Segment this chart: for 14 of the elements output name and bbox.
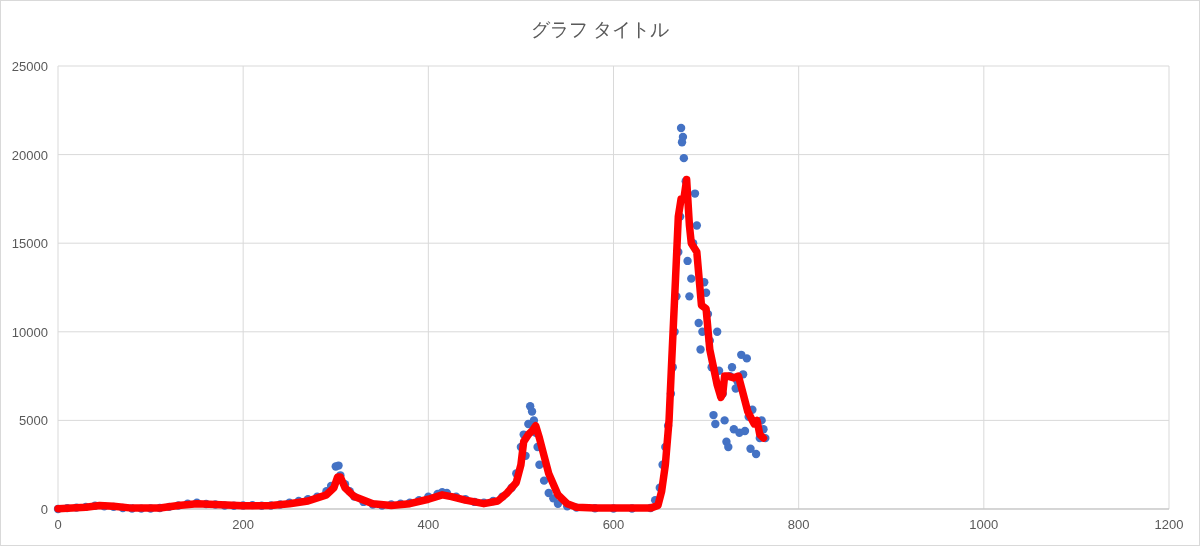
y-tick-label: 25000 — [11, 59, 48, 74]
x-tick-label: 400 — [417, 517, 440, 532]
y-tick-label: 0 — [40, 502, 48, 517]
y-tick-label: 20000 — [11, 147, 48, 163]
x-tick-label: 1200 — [1154, 517, 1184, 532]
x-tick-label: 200 — [232, 517, 255, 532]
x-tick-label: 1000 — [969, 517, 999, 532]
x-tick-label: 800 — [787, 517, 810, 532]
y-tick-label: 15000 — [11, 236, 48, 252]
y-tick-label: 10000 — [11, 324, 48, 340]
x-tick-label: 600 — [602, 517, 625, 532]
y-tick-label: 5000 — [19, 413, 48, 429]
x-tick-label: 0 — [54, 517, 62, 532]
chart-title: グラフ タイトル — [530, 19, 670, 40]
